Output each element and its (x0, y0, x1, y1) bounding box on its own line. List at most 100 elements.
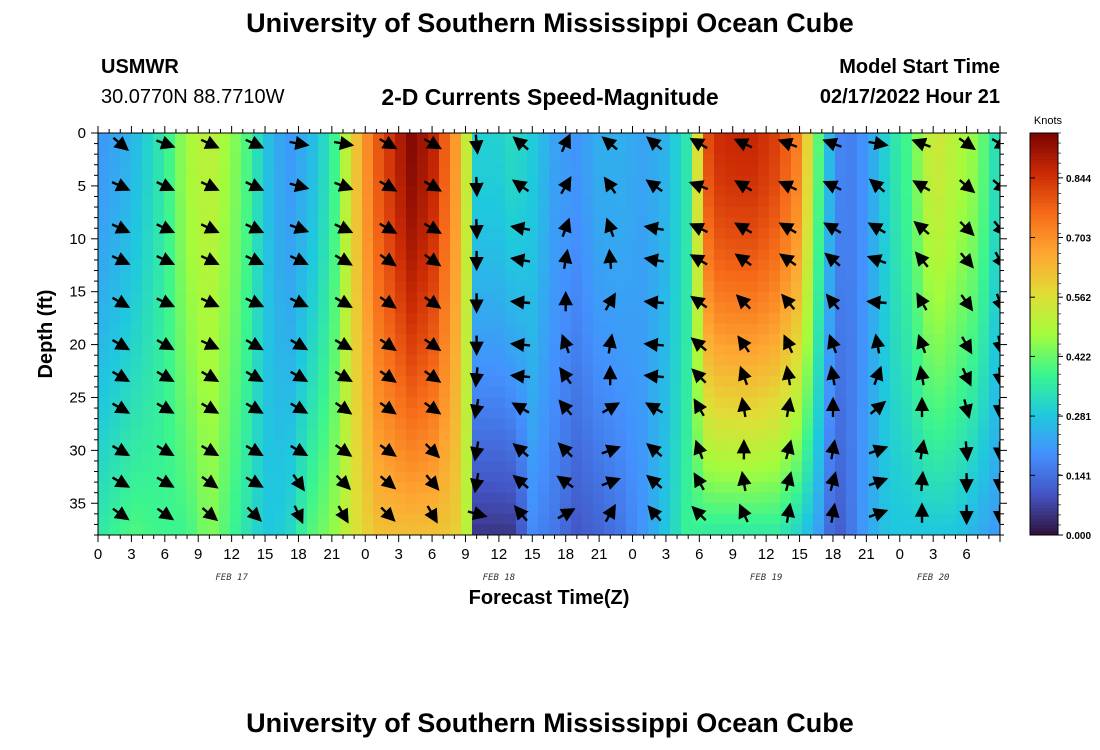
heatmap-cell (681, 270, 693, 282)
heatmap-cell (890, 133, 902, 145)
heatmap-cell (714, 323, 726, 335)
heatmap-cell (373, 302, 385, 314)
x-tick-label: 15 (524, 546, 541, 563)
heatmap-cell (472, 386, 484, 399)
heatmap-cell (604, 429, 616, 441)
heatmap-cell (186, 302, 198, 314)
heatmap-cell (901, 460, 913, 473)
heatmap-cell (307, 228, 319, 240)
heatmap-cell (252, 302, 264, 314)
heatmap-cell (769, 439, 781, 451)
heatmap-cell (978, 312, 990, 325)
heatmap-cell (164, 207, 176, 219)
heatmap-cell (868, 418, 880, 430)
heatmap-cell (725, 302, 737, 314)
heatmap-cell (549, 291, 561, 303)
heatmap-cell (659, 429, 671, 441)
heatmap-cell (637, 355, 649, 367)
colorbar-segment (1030, 437, 1058, 442)
heatmap-cell (219, 302, 231, 314)
heatmap-cell (131, 439, 143, 451)
heatmap-cell (813, 249, 825, 261)
heatmap-cell (802, 270, 814, 282)
heatmap-cell (857, 270, 869, 282)
heatmap-cell (758, 207, 770, 219)
heatmap-cell (175, 249, 187, 261)
heatmap-cell (450, 217, 462, 229)
heatmap-cell (824, 164, 836, 176)
heatmap-cell (208, 281, 220, 293)
heatmap-cell (692, 492, 704, 504)
heatmap-cell (274, 439, 286, 451)
heatmap-cell (879, 238, 891, 250)
heatmap-cell (879, 334, 891, 346)
heatmap-cell (978, 439, 990, 451)
heatmap-cell (692, 312, 704, 325)
heatmap-cell (318, 408, 330, 420)
heatmap-cell (461, 376, 473, 388)
heatmap-cell (978, 281, 990, 293)
heatmap-cell (175, 259, 187, 272)
heatmap-cell (736, 312, 748, 325)
heatmap-cell (912, 154, 924, 166)
heatmap-cell (516, 386, 528, 399)
current-vector-arrow (913, 220, 930, 236)
heatmap-cell (725, 460, 737, 473)
heatmap-cell (428, 323, 440, 335)
heatmap-cell (879, 513, 891, 526)
heatmap-cell (461, 503, 473, 515)
heatmap-cell (813, 344, 825, 356)
heatmap-cell (384, 418, 396, 430)
heatmap-cell (120, 164, 132, 176)
heatmap-cell (549, 207, 561, 219)
colorbar-segment (1030, 484, 1058, 489)
heatmap-cell (593, 503, 605, 515)
heatmap-cell (417, 334, 429, 346)
heatmap-cell (703, 524, 715, 535)
heatmap-cell (219, 133, 231, 145)
heatmap-cell (945, 482, 957, 494)
heatmap-cell (846, 217, 858, 229)
heatmap-cell (890, 323, 902, 335)
heatmap-cell (120, 503, 132, 515)
heatmap-cell (824, 513, 836, 526)
heatmap-cell (989, 386, 1000, 399)
heatmap-cell (549, 323, 561, 335)
current-vector-arrow (780, 396, 796, 418)
colorbar-segment (1030, 293, 1058, 298)
heatmap-cell (967, 513, 979, 526)
heatmap-cell (747, 154, 759, 166)
heatmap-cell (142, 217, 154, 229)
heatmap-cell (615, 312, 627, 325)
heatmap-cell (857, 164, 869, 176)
heatmap-cell (923, 217, 935, 229)
colorbar-segment (1030, 354, 1058, 358)
heatmap-cell (626, 355, 638, 367)
heatmap-cell (98, 217, 110, 229)
heatmap-cell (153, 344, 165, 356)
heatmap-cell (230, 429, 242, 441)
heatmap-cell (472, 175, 484, 187)
current-vector-arrow (992, 178, 1000, 194)
heatmap-cell (934, 460, 946, 473)
current-vector-arrow (200, 220, 220, 234)
heatmap-cell (593, 185, 605, 198)
heatmap-cell (285, 302, 297, 314)
colorbar-segment (1030, 451, 1058, 456)
heatmap-cell (747, 249, 759, 261)
heatmap-cell (692, 418, 704, 430)
heatmap-cell (186, 281, 198, 293)
heatmap-cell (802, 238, 814, 250)
heatmap-cell (516, 312, 528, 325)
heatmap-cell (98, 344, 110, 356)
heatmap-cell (725, 439, 737, 451)
heatmap-cell (439, 450, 451, 462)
heatmap-cell (945, 312, 957, 325)
heatmap-cell (164, 471, 176, 483)
heatmap-cell (571, 524, 583, 535)
heatmap-cell (285, 207, 297, 219)
heatmap-cell (659, 492, 671, 504)
heatmap-cell (802, 482, 814, 494)
colorbar-segment (1030, 367, 1058, 372)
heatmap-cell (758, 408, 770, 420)
